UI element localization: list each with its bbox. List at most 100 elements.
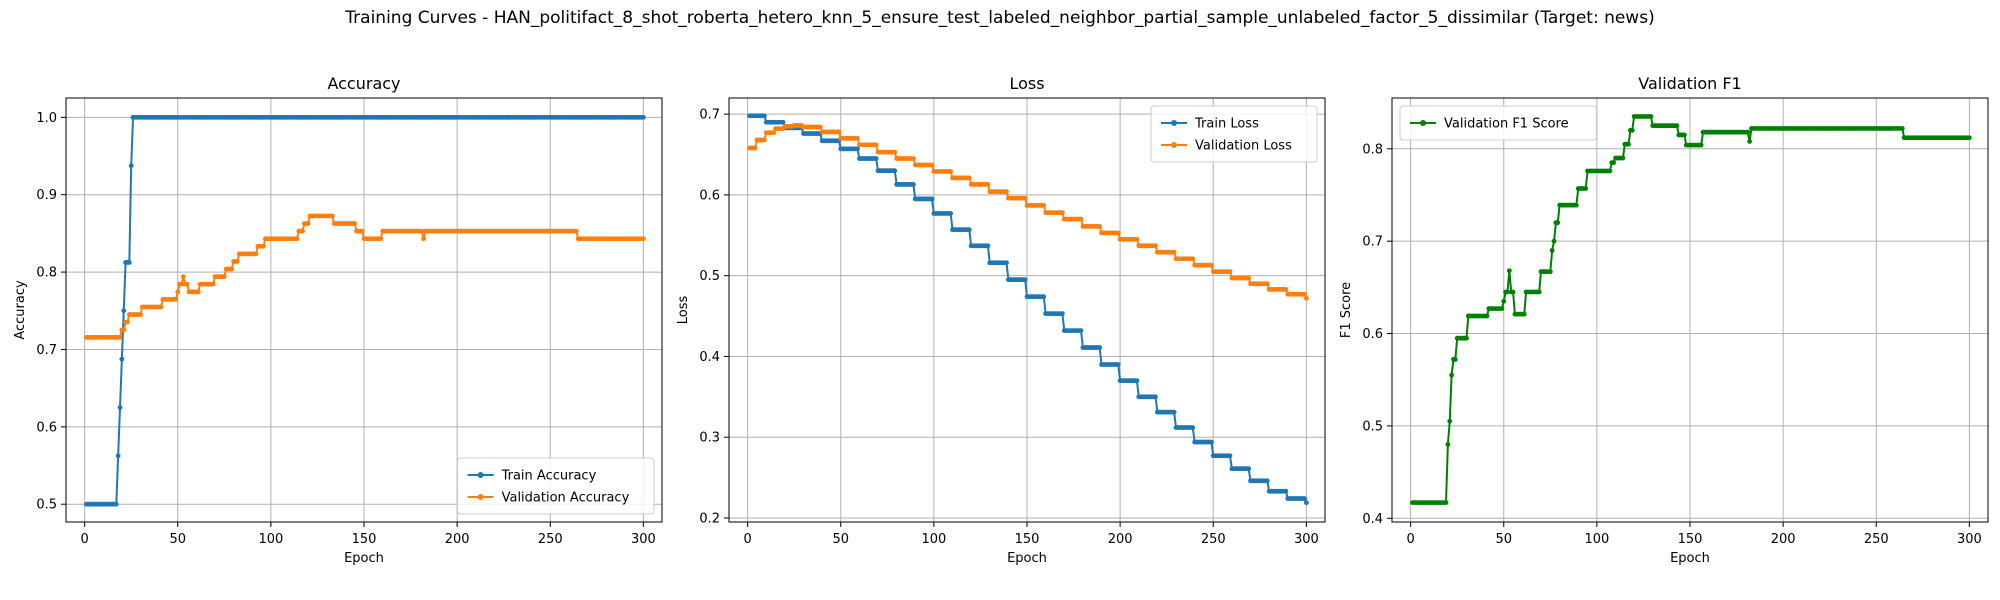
- data-point: [195, 289, 201, 295]
- data-point: [771, 130, 777, 136]
- data-point: [1464, 335, 1469, 341]
- data-point: [1607, 168, 1613, 174]
- data-point: [1452, 357, 1458, 362]
- x-tick-label: 150: [352, 532, 377, 547]
- data-point: [1134, 378, 1140, 384]
- data-point: [1022, 277, 1028, 283]
- data-point: [640, 114, 646, 120]
- data-point: [985, 182, 991, 187]
- data-point: [1208, 439, 1214, 445]
- data-point: [1583, 186, 1589, 191]
- x-tick-label: 100: [258, 532, 283, 547]
- data-point: [780, 119, 786, 125]
- data-point: [1041, 294, 1047, 300]
- data-point: [873, 142, 879, 148]
- data-point: [305, 221, 311, 226]
- data-point: [1620, 155, 1626, 161]
- x-tick-label: 250: [1864, 532, 1889, 547]
- data-point: [184, 281, 190, 287]
- y-tick-label: 0.4: [1362, 512, 1383, 527]
- data-point: [1227, 453, 1233, 459]
- data-point: [948, 169, 954, 174]
- legend-marker: [1420, 120, 1426, 126]
- data-point: [1004, 189, 1009, 195]
- data-point: [119, 356, 125, 362]
- x-axis-label: Epoch: [344, 551, 384, 566]
- legend-box: [1150, 105, 1318, 163]
- chart-panel-1: 0 50 100 150 200 250 300 0.2 0.3 0.4 0.5 0.6 0.7 Loss…: [676, 74, 1326, 566]
- data-point: [1115, 230, 1121, 236]
- data-point: [948, 211, 954, 216]
- data-point: [229, 266, 235, 272]
- data-point: [817, 124, 823, 130]
- x-tick-label: 250: [1201, 532, 1226, 547]
- data-point: [1611, 160, 1617, 166]
- y-axis-label: Accuracy: [13, 280, 28, 340]
- data-point: [1629, 127, 1635, 133]
- data-point: [1078, 216, 1084, 222]
- x-axis-label: Epoch: [1670, 551, 1710, 566]
- data-point: [421, 236, 426, 242]
- x-tick-label: 50: [169, 532, 186, 547]
- legend: Train Loss Validation Loss: [1150, 105, 1318, 163]
- data-point: [125, 319, 130, 325]
- data-point: [221, 274, 227, 280]
- x-tick-label: 150: [1678, 532, 1703, 547]
- data-point: [1899, 126, 1905, 131]
- x-tick-label: 50: [832, 532, 849, 547]
- y-tick-label: 0.4: [699, 350, 720, 365]
- data-point: [966, 175, 972, 181]
- data-point: [929, 162, 935, 168]
- data-point: [1022, 195, 1028, 201]
- data-point: [910, 182, 916, 187]
- x-tick-label: 50: [1495, 532, 1512, 547]
- legend-marker: [477, 472, 484, 478]
- y-tick-label: 0.3: [699, 431, 720, 446]
- y-axis-label: F1 Score: [1339, 282, 1354, 338]
- legend-label: Train Accuracy: [501, 469, 597, 484]
- data-point: [985, 243, 991, 249]
- x-tick-label: 200: [445, 532, 470, 547]
- data-point: [1698, 142, 1704, 148]
- data-point: [300, 228, 305, 234]
- legend-marker: [477, 494, 484, 500]
- series-markers-1: [84, 213, 646, 340]
- data-point: [892, 149, 898, 155]
- data-point: [117, 405, 123, 410]
- data-point: [1745, 129, 1751, 135]
- data-point: [1551, 238, 1557, 244]
- data-point: [115, 453, 121, 459]
- data-point: [1246, 275, 1252, 281]
- data-point: [378, 236, 384, 242]
- data-point: [175, 289, 181, 295]
- data-point: [1521, 311, 1527, 317]
- data-point: [1115, 362, 1121, 367]
- data-point: [1041, 203, 1047, 208]
- y-tick-label: 0.9: [36, 188, 57, 203]
- y-tick-label: 0.6: [1362, 327, 1383, 342]
- data-point: [253, 251, 259, 257]
- data-point: [1190, 256, 1196, 262]
- data-point: [126, 260, 132, 265]
- y-tick-label: 0.5: [36, 498, 57, 513]
- data-point: [1966, 135, 1972, 141]
- data-point: [1078, 328, 1084, 333]
- series-markers-1: [747, 123, 1309, 301]
- data-point: [752, 145, 758, 151]
- x-tick-label: 200: [1771, 532, 1796, 547]
- legend-label: Validation Accuracy: [502, 491, 630, 506]
- data-point: [210, 281, 216, 287]
- data-point: [121, 327, 127, 333]
- legend-label: Validation F1 Score: [1444, 117, 1569, 132]
- data-point: [1484, 313, 1490, 319]
- y-axis-label: Loss: [676, 296, 691, 325]
- y-tick-label: 0.7: [1362, 235, 1383, 250]
- x-tick-label: 300: [1957, 532, 1982, 547]
- figure-title: Training Curves - HAN_politifact_8_shot_…: [345, 8, 1655, 28]
- y-tick-label: 1.0: [36, 111, 57, 126]
- data-point: [1445, 442, 1451, 447]
- data-point: [1555, 220, 1561, 226]
- chart-title: Accuracy: [327, 74, 400, 93]
- data-point: [761, 113, 767, 119]
